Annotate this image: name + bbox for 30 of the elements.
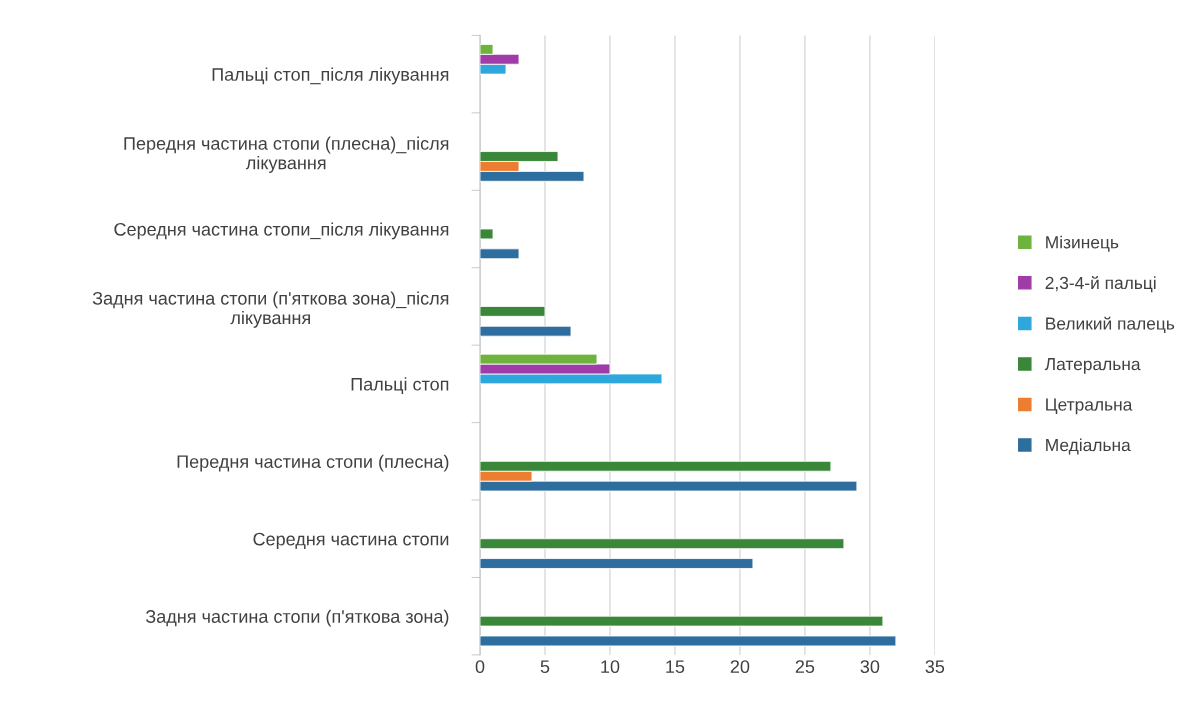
y-tick-label: Задня частина стопи (п'яткова зона)_після лікування xyxy=(92,291,449,328)
y-tick-label: Середня частина стопи xyxy=(253,532,449,550)
x-tick-label: 15 xyxy=(666,660,685,674)
legend-label: Цетральна xyxy=(1046,398,1133,415)
legend-label: Великий палець xyxy=(1046,316,1175,334)
y-tick-label: Пальці стоп_після лікування xyxy=(212,67,449,85)
legend-label: Медіальна xyxy=(1046,438,1131,455)
x-tick-label: 20 xyxy=(730,660,750,674)
x-tick-label: 10 xyxy=(601,660,620,674)
x-tick-label: 25 xyxy=(795,660,815,674)
bar xyxy=(480,615,884,627)
y-tick-label: Задня частина стопи (п'яткова зона) xyxy=(145,609,449,627)
legend-label: 2,3-4-й пальці xyxy=(1045,276,1156,293)
bar xyxy=(480,538,845,550)
x-tick-label: 35 xyxy=(925,660,945,674)
x-tick-label: 30 xyxy=(860,660,880,674)
bar xyxy=(480,248,520,260)
bar xyxy=(480,228,494,240)
y-tick-label: Передня частина стопи (плесна) xyxy=(177,454,449,472)
legend-label: Мізинець xyxy=(1046,235,1119,252)
y-tick-label: Пальці стоп xyxy=(351,377,449,395)
y-tick-label: Передня частина стопи (плесна)_після лікування xyxy=(124,136,449,173)
x-tick-label: 0 xyxy=(475,660,485,674)
legend-label: Латеральна xyxy=(1044,358,1141,374)
bar xyxy=(480,635,897,647)
x-tick-label: 5 xyxy=(540,660,550,674)
bar xyxy=(480,306,546,317)
bar xyxy=(480,325,572,337)
y-tick-label: Середня частина стопи_після лікування xyxy=(114,222,449,240)
bar xyxy=(480,558,754,569)
